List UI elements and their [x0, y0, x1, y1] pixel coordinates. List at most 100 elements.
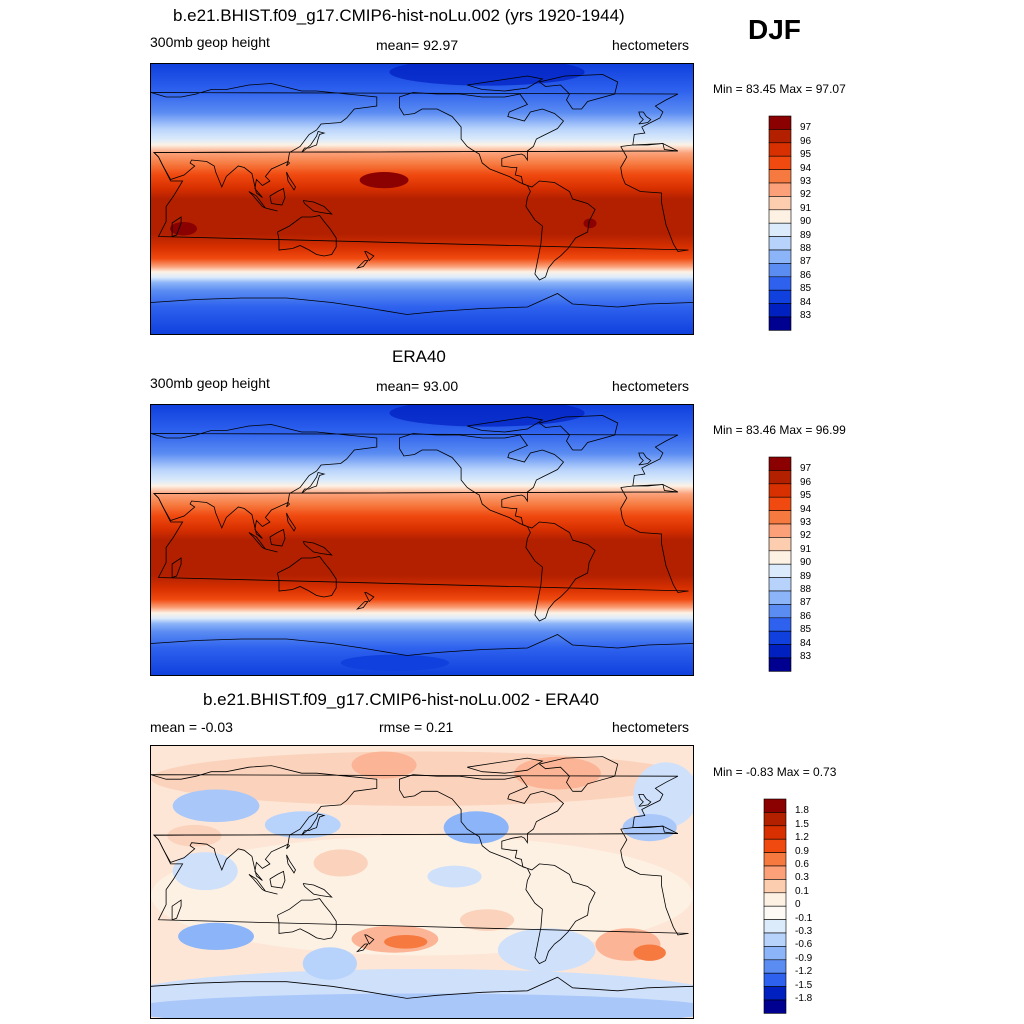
panel3-minmax: Min = -0.83 Max = 0.73: [713, 765, 837, 779]
field-contour: [427, 865, 482, 888]
panel3-map: [150, 745, 694, 1019]
coastline: [171, 557, 182, 578]
coastline: [467, 757, 544, 774]
coastline: [301, 472, 326, 494]
colorbar-tick-label: 0.3: [795, 872, 809, 884]
colorbar-swatch: [768, 169, 792, 184]
coastline: [355, 260, 369, 269]
panel3-rmse-label: rmse = 0.21: [379, 719, 454, 735]
field-contour: [384, 935, 428, 949]
field-contour: [351, 751, 417, 779]
colorbar-swatch: [768, 142, 792, 157]
field-contour: [359, 172, 409, 189]
field-fill: [151, 64, 693, 334]
season-label: DJF: [748, 14, 801, 45]
colorbar-swatch: [768, 249, 792, 264]
coastline: [355, 943, 369, 953]
colorbar-swatch: [763, 932, 787, 947]
coastline: [171, 899, 182, 921]
colorbar-tick-label: 93: [800, 176, 812, 187]
colorbar-swatch: [768, 537, 792, 552]
field-contour: [389, 64, 585, 86]
colorbar-swatch: [768, 276, 792, 291]
field-contour: [172, 789, 260, 823]
colorbar-swatch: [768, 510, 792, 525]
field-contour: [459, 909, 515, 931]
colorbar-swatch: [768, 303, 792, 318]
colorbar-swatch: [763, 879, 787, 894]
panel2-mean-label: mean= 93.00: [376, 378, 459, 394]
colorbar-tick-label: 0.9: [795, 845, 809, 857]
colorbar-tick-label: -1.8: [795, 993, 813, 1004]
colorbar-tick-label: 84: [800, 637, 812, 649]
colorbar-tick-label: 89: [800, 229, 812, 241]
colorbar-swatch: [763, 919, 787, 934]
colorbar-swatch: [768, 657, 792, 672]
colorbar-swatch: [768, 550, 792, 565]
field-fill: [151, 405, 693, 675]
colorbar-tick-label: -0.6: [795, 939, 813, 951]
colorbar-tick-label: -0.3: [795, 926, 813, 937]
panel2-colorbar: 97 96 95 94 93 92 91 90 89 88 87 86 85 84 83: [768, 456, 838, 672]
coastline: [538, 74, 619, 110]
coastline: [286, 160, 291, 167]
colorbar-swatch: [768, 263, 792, 278]
field-contour: [302, 947, 357, 980]
coastline: [248, 191, 266, 209]
colorbar-swatch: [763, 838, 787, 853]
coastline: [467, 75, 544, 92]
panel1-units-label: hectometers: [612, 37, 690, 53]
coastline: [538, 415, 619, 451]
colorbar-swatch: [768, 196, 792, 211]
coastline: [248, 874, 266, 892]
coastline: [355, 601, 369, 610]
colorbar-swatch: [763, 865, 787, 880]
colorbar-swatch: [763, 999, 787, 1014]
coastline: [265, 207, 278, 212]
colorbar-tick-label: 0.1: [795, 885, 809, 897]
colorbar-tick-label: 86: [800, 610, 812, 622]
panel2-title: ERA40: [392, 347, 446, 366]
colorbar-tick-label: 1.2: [795, 832, 809, 844]
coastline: [151, 83, 679, 198]
coastline: [302, 200, 333, 215]
colorbar-swatch: [768, 630, 792, 645]
colorbar-swatch: [768, 644, 792, 659]
colorbar-tick-label: 85: [800, 624, 812, 636]
coastline: [364, 934, 375, 945]
colorbar-swatch: [763, 959, 787, 974]
coastline: [153, 825, 689, 936]
coastline: [151, 765, 679, 881]
coastline: [248, 532, 266, 550]
coastline: [269, 528, 286, 547]
panel1-colorbar: 97 96 95 94 93 92 91 90 89 88 87 86 85 84 83: [768, 115, 838, 331]
panel3-title: b.e21.BHIST.f09_g17.CMIP6-hist-noLu.002 …: [203, 690, 599, 709]
colorbar-swatch: [768, 129, 792, 144]
colorbar-swatch: [763, 892, 787, 907]
colorbar-tick-label: 0: [795, 899, 801, 911]
field-contour: [633, 762, 693, 828]
coastline: [277, 898, 337, 940]
coastline: [151, 634, 693, 656]
field-contour: [633, 944, 666, 961]
colorbar-tick-label: 83: [800, 310, 812, 321]
colorbar-swatch: [763, 905, 787, 920]
field-contour: [151, 835, 693, 956]
colorbar-swatch: [763, 812, 787, 827]
colorbar-swatch: [768, 209, 792, 224]
coastline: [302, 541, 333, 556]
panel2-variable-label: 300mb geop height: [150, 375, 270, 391]
colorbar-tick-label: 95: [800, 149, 812, 161]
colorbar-tick-label: 1.8: [795, 805, 809, 817]
colorbar-swatch: [768, 590, 792, 605]
colorbar-tick-label: 85: [800, 283, 812, 295]
panel1-map: [150, 63, 694, 335]
colorbar-tick-label: 0.6: [795, 859, 809, 870]
panel1-title: b.e21.BHIST.f09_g17.CMIP6-hist-noLu.002 …: [173, 6, 625, 25]
coastline: [286, 501, 291, 508]
colorbar-swatch: [768, 236, 792, 251]
coastline: [301, 131, 326, 153]
coastline: [364, 251, 375, 262]
colorbar-swatch: [763, 972, 787, 987]
coastline: [269, 187, 286, 206]
